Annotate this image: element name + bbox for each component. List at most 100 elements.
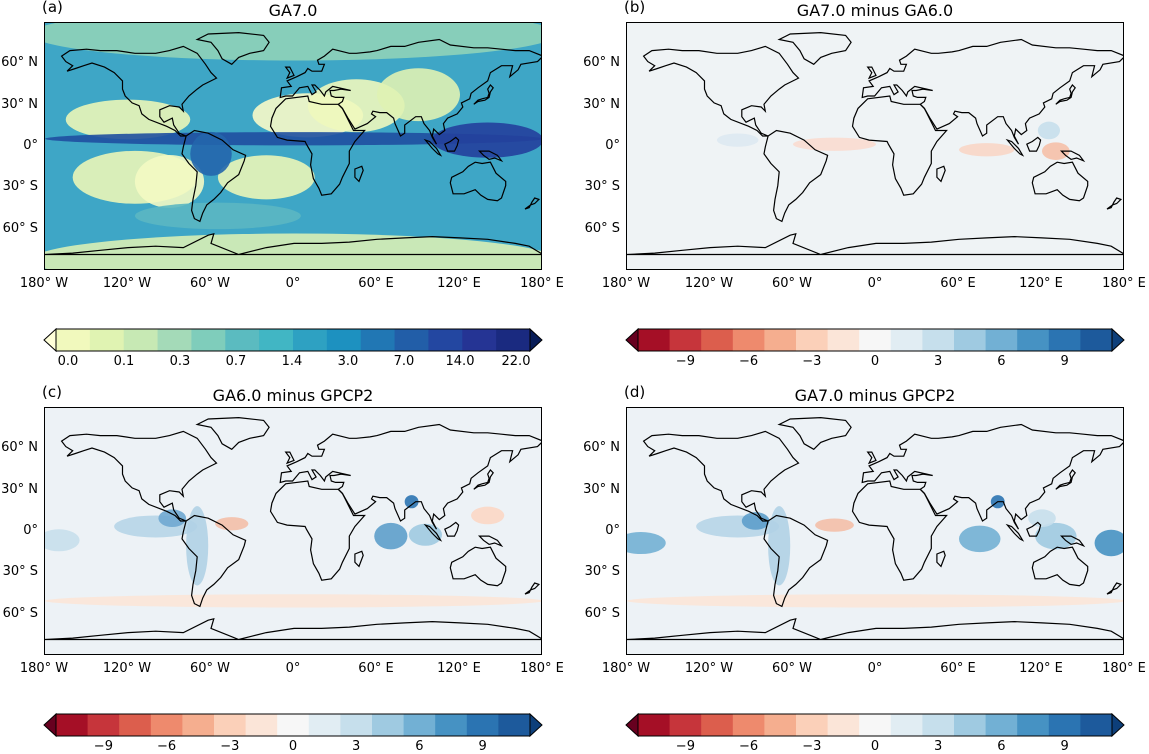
lon-tick-label: 120° E [1019,276,1063,291]
panel-b-label: (b) [624,0,646,16]
lat-tick-label: 0° [605,523,620,538]
coastline [627,232,1123,256]
field-anomaly [45,594,541,608]
panel-d-map [626,407,1124,655]
lat-tick-label: 30° S [584,564,620,580]
colorbar-tick-label: 0.0 [57,354,79,369]
colorbar-0 [43,328,543,352]
lon-tick-label: 120° W [684,276,734,291]
field-anomaly [1037,121,1060,140]
colorbar-extend-low [43,713,57,737]
colorbar-segment [732,714,765,736]
lat-tick-label: 30° S [2,179,38,195]
coastline [449,161,507,202]
panel-c-title: GA6.0 minus GPCP2 [212,386,374,405]
panel-d-title: GA7.0 minus GPCP2 [794,386,956,405]
coastline [777,31,852,66]
field-anomaly [158,509,187,528]
coastline [642,45,800,137]
coastline [269,95,366,196]
colorbar-tick-label: 6 [997,739,1006,754]
colorbar-segment [638,714,671,736]
colorbar-segment [403,714,436,736]
coastline [269,480,366,581]
colorbar-tick-label: 3 [934,354,943,369]
field-anomaly [627,532,666,555]
lat-tick-label: 30° N [1,481,38,497]
colorbar-outline [55,713,531,737]
colorbar-outline [637,328,1113,352]
coastline [936,550,946,568]
coastline [1031,546,1089,587]
colorbar-segment [922,329,955,351]
colorbar-segment [225,329,260,351]
colorbar-tick-label: −3 [802,354,822,369]
lon-tick-label: 180° E [1102,276,1146,291]
lon-tick-label: 120° E [437,661,481,676]
lat-tick-label: 60° N [583,440,620,456]
coastline [60,430,218,522]
coastline [763,514,829,608]
coastline [1026,521,1042,537]
coastline [866,66,877,80]
field-anomaly [471,506,505,525]
lon-tick-label: 180° E [520,276,564,291]
lat-tick-label: 30° S [2,564,38,580]
lat-tick-label: 0° [605,138,620,153]
coastline [473,84,494,105]
coastline [861,38,1123,145]
colorbar-segment [859,329,892,351]
lon-tick-label: 60° W [771,661,813,676]
lon-tick-label: 60° E [940,276,976,291]
colorbar-tick-label: 0 [870,739,880,754]
field-anomaly [432,122,541,158]
field-anomaly [1042,142,1070,160]
colorbar-segment [182,714,215,736]
lat-tick-label: 60° N [1,440,38,456]
colorbar-segment [796,714,829,736]
colorbar-tick-label: −3 [220,739,240,754]
coastline [1106,582,1123,595]
lat-tick-label: 60° N [583,55,620,71]
colorbar-segment [859,714,892,736]
field-anomaly [716,133,759,147]
colorbar-extend-low [43,328,57,352]
colorbar-segment [245,714,278,736]
lat-tick-label: 60° N [1,55,38,71]
colorbar-segment [372,714,405,736]
coastline [423,138,443,157]
lat-tick-label: 60° S [2,605,38,621]
field-anomaly [408,523,443,546]
colorbar-segment [394,329,429,351]
coastline [1106,197,1123,210]
colorbar-extend-high [1111,328,1125,352]
colorbar-segment [498,714,531,736]
colorbar-tick-label: −6 [157,739,177,754]
panel-a-map [44,22,542,270]
map-field-2 [45,408,541,654]
colorbar-segment [340,714,373,736]
colorbar-segment [1017,714,1050,736]
coastline [1005,523,1025,542]
field-anomaly [45,132,541,146]
coastline [1059,150,1086,163]
lat-tick-label: 60° S [584,605,620,621]
lat-tick-label: 30° N [583,96,620,112]
colorbar-segment [985,714,1018,736]
colorbar-segment [277,714,310,736]
colorbar-tick-label: 0.3 [169,354,191,369]
coastline [524,582,541,595]
coastline [195,31,270,66]
colorbar-segment [462,329,497,351]
field-anomaly [959,143,1015,157]
panel-c-map [44,407,542,655]
colorbar-segment [87,714,120,736]
colorbar-segment [1080,714,1113,736]
field-anomaly [374,522,408,550]
panel-b-title: GA7.0 minus GA6.0 [796,1,954,20]
field-anomaly [959,525,1001,553]
colorbar-tick-label: −3 [802,739,822,754]
field-anomaly [65,99,191,140]
colorbar-segment [890,329,923,351]
colorbar-segment [56,714,89,736]
